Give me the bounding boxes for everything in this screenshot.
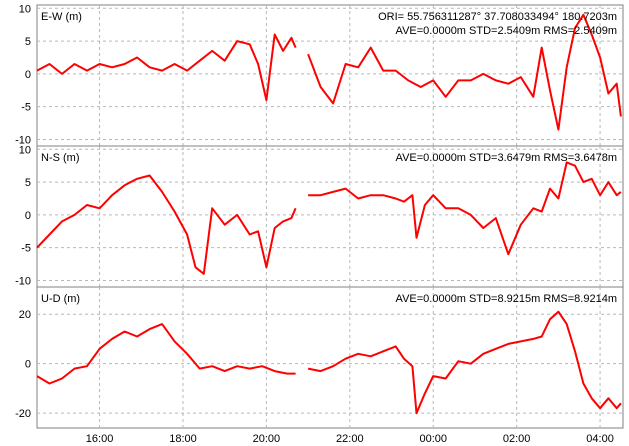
plot-area [36,4,624,147]
y-tick-labels: 20 0 -20 [15,309,31,420]
y-tick-labels: 10 5 0 -5 -10 [15,144,31,287]
ori-text: ORI= 55.756311287° 37.708033494° 180.720… [378,11,617,23]
data-series-east-west [36,13,622,131]
y-gridlines [37,313,623,414]
panel-north-south: 10 5 0 -5 -10 N-S (m) AVE=0.0000m STD=3.6479… [15,144,624,288]
y-tick-label: -5 [21,102,31,114]
x-tick-label: 16:00 [86,433,114,445]
panel-east-west: 10 5 0 -5 -10 E-W (m) ORI= 55.756311287° 37.… [15,3,624,147]
x-tick-label: 22:00 [336,433,364,445]
data-series-up-down [36,310,622,415]
panel-stats: AVE=0.0000m STD=2.5409m RMS=2.5409m [396,25,617,37]
y-tick-label: -10 [15,275,31,287]
panel-stats: AVE=0.0000m STD=8.9215m RMS=8.9214m [396,293,617,305]
panel-stats: AVE=0.0000m STD=3.6479m RMS=3.6478m [396,152,617,164]
data-series-north-south [36,161,622,275]
x-tick-label: 18:00 [169,433,197,445]
y-gridlines [37,148,623,281]
y-tick-label: 5 [25,36,31,48]
y-tick-label: -20 [15,408,31,420]
y-tick-label: 20 [19,309,31,321]
y-tick-label: 5 [25,177,31,189]
y-tick-label: 10 [19,3,31,15]
y-tick-label: -10 [15,134,31,146]
x-tick-labels: 16:00 18:00 20:00 22:00 00:00 02:00 04:00 [86,433,614,445]
y-tick-labels: 10 5 0 -5 -10 [15,3,31,146]
y-tick-label: 10 [19,144,31,156]
plot-area [36,286,624,429]
y-tick-label: 0 [25,69,31,81]
panel-label: N-S (m) [41,152,80,164]
y-tick-label: 0 [25,210,31,222]
y-tick-label: -5 [21,243,31,255]
y-gridlines [37,7,623,140]
panel-label: E-W (m) [41,11,82,23]
panel-label: U-D (m) [41,293,80,305]
x-tick-label: 00:00 [419,433,447,445]
plot-area [36,145,624,288]
x-tick-label: 02:00 [503,433,531,445]
panel-up-down: 20 0 -20 U-D (m) AVE=0.0000m STD=8.9215m R… [15,286,624,429]
x-tick-label: 04:00 [586,433,614,445]
x-tick-label: 20:00 [253,433,281,445]
y-tick-label: 0 [25,359,31,371]
